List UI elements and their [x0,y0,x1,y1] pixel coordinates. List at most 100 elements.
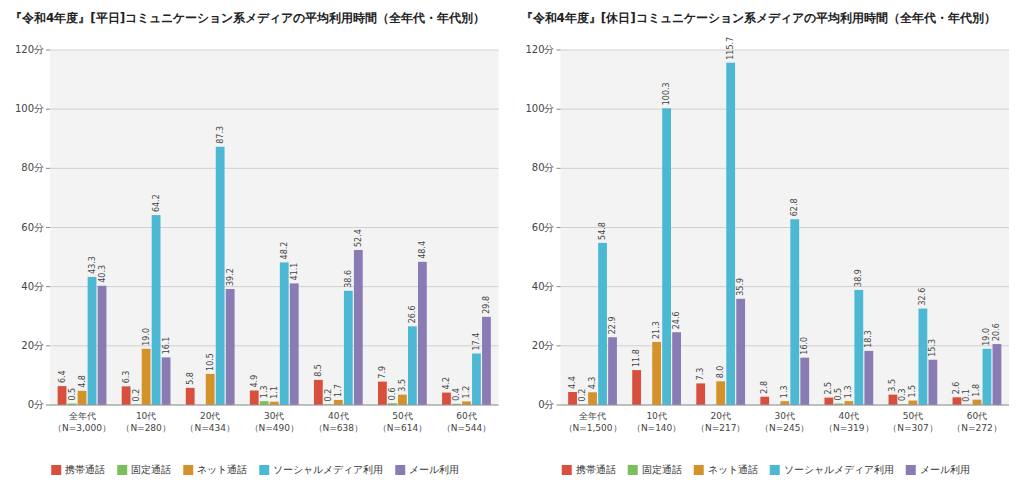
bar [632,370,641,405]
x-tick-label: 60代（N=272） [952,411,1001,433]
data-label: 16.1 [162,337,171,355]
chart-title: 『令和4年度』[休日]コミュニケーション系メディアの平均利用時間（全年代・年代別… [521,11,996,25]
y-tick-label: 100分 [15,103,44,114]
x-tick-label: 10代（N=280） [121,411,170,433]
legend-item: メール利用 [395,464,459,475]
bar [780,401,789,405]
x-tick-label-line: （N=1,500） [564,423,622,433]
bar [726,63,735,405]
legend-label: メール利用 [409,464,459,475]
legend-label: 携帯通話 [576,464,616,475]
x-tick-label-line: 20代 [200,411,220,421]
data-label: 7.9 [378,366,387,379]
bar [672,332,681,405]
bar [398,395,407,405]
bar [260,401,269,405]
bar [186,388,195,405]
y-tick [46,405,50,406]
bar [88,277,97,405]
data-label: 4.8 [78,375,87,388]
legend-swatch [906,465,916,475]
chart-title: 『令和4年度』[平日]コミュニケーション系メディアの平均利用時間（全年代・年代別… [10,11,485,25]
x-tick-label: 20代（N=217） [696,411,745,433]
legend-label: メール利用 [920,464,970,475]
data-label: 10.5 [206,353,215,371]
x-tick-label: 30代（N=245） [760,411,809,433]
data-label: 4.4 [568,376,577,389]
bar [408,326,417,405]
grid-line [50,168,499,169]
x-tick-label-line: （N=307） [888,423,937,433]
x-tick-label-line: （N=614） [378,423,427,433]
bars [568,63,1001,405]
bar [482,317,491,405]
legend-label: 携帯通話 [65,464,105,475]
data-label: 8.5 [314,364,323,377]
x-tick-label-line: 50代 [903,411,923,421]
data-label: 1.3 [260,385,269,398]
legend-item: メール利用 [906,464,970,475]
x-tick-label: 40代（N=319） [824,411,873,433]
chart-panel: 『令和4年度』[休日]コミュニケーション系メディアの平均利用時間（全年代・年代別… [521,11,1010,475]
x-tick-label: 40代 （N=638） [314,411,363,433]
x-tick-label-line: 10代 [136,411,156,421]
bar [472,354,481,405]
grid-line [50,109,499,110]
x-tick-label-line: 40代 [839,411,859,421]
legend-label: ソーシャルメディア利用 [273,464,383,475]
x-tick-label-line: （N=638） [314,423,363,433]
legend-item: 携帯通話 [51,464,105,475]
y-tick-label: 20分 [21,340,44,351]
x-tick-label: 50代 （N=307） [888,411,937,433]
grid-line [561,286,1010,287]
x-tick-label-line: 40代 [328,411,348,421]
bar [142,349,151,405]
legend-label: ネット通話 [708,464,758,475]
bar [973,400,982,405]
legend-item: ネット通話 [183,464,247,475]
x-axis-line [561,405,1010,406]
legend-swatch [395,465,405,475]
x-tick-label: 全年代（N=1,500） [564,411,622,433]
bar [462,401,471,405]
data-label: 1.1 [270,386,279,399]
legend-swatch [51,465,61,475]
bar [993,344,1002,405]
data-label: 64.2 [152,194,161,212]
data-label: 19.0 [142,328,151,346]
x-tick-label-line: （N=140） [632,423,681,433]
grid-line [50,50,499,51]
bar [662,108,671,405]
x-tick-label-line: （N=217） [696,423,745,433]
legend-label: 固定通話 [131,464,171,475]
bar [334,400,343,405]
data-label: 19.0 [982,328,991,346]
data-label: 11.8 [632,349,641,367]
bar [983,349,992,405]
x-tick-label: 60代（N=544） [442,411,491,433]
data-label: 39.2 [226,268,235,286]
bar [250,391,259,405]
legend-label: ソーシャルメディア利用 [784,464,894,475]
y-tick-label: 20分 [532,340,555,351]
bar [824,398,833,405]
x-tick-label-line: （N=272） [952,423,1001,433]
data-label: 3.5 [398,379,407,392]
data-label: 26.6 [408,305,417,323]
bar [216,147,225,405]
data-label: 22.9 [608,316,617,334]
background [0,0,1021,501]
plot-area [561,50,1010,405]
bar [716,381,725,405]
legend-item: ネット通話 [694,464,758,475]
data-label: 1.3 [780,385,789,398]
bars [58,147,491,405]
data-label: 3.5 [888,379,897,392]
y-tick-label: 60分 [532,222,555,233]
legend-item: 固定通話 [628,464,682,475]
bar [78,391,87,405]
legend-swatch [694,465,704,475]
x-tick-label-line: （N=544） [442,423,491,433]
bar [206,374,215,405]
bar [588,392,597,405]
